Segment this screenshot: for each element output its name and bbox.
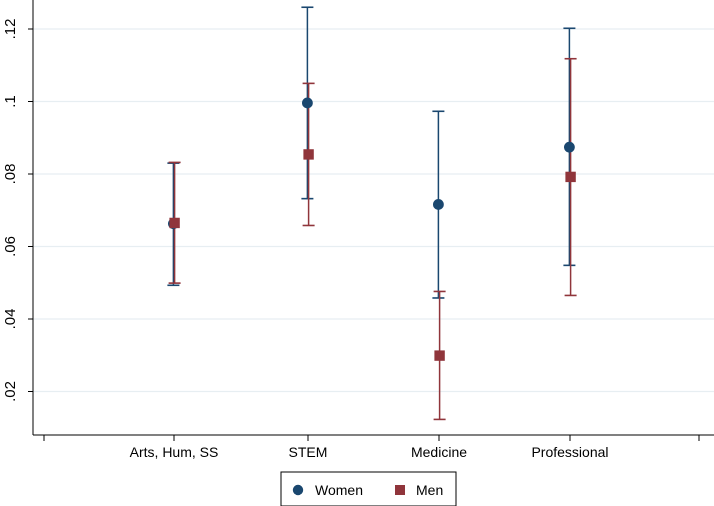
x-tick-label: Arts, Hum, SS xyxy=(130,444,219,460)
y-tick-label: .02 xyxy=(2,381,19,402)
point-men xyxy=(303,149,314,160)
y-axis: .02 .04 .06 .08 .1 .12 xyxy=(2,19,33,402)
legend-marker-men xyxy=(395,485,405,495)
legend-box xyxy=(280,471,457,506)
legend-marker-women xyxy=(292,484,304,496)
point-women xyxy=(302,97,313,109)
legend-label-women: Women xyxy=(315,482,363,498)
y-tick-label: .1 xyxy=(2,95,19,108)
y-tick-label: .08 xyxy=(2,164,19,185)
y-tick-label: .06 xyxy=(2,236,19,257)
x-tick-label: Medicine xyxy=(411,444,467,460)
point-men xyxy=(434,350,445,361)
point-women xyxy=(564,141,575,153)
x-tick-label: Professional xyxy=(531,444,608,460)
x-axis: Arts, Hum, SS STEM Medicine Professional xyxy=(43,435,700,460)
legend-label-men: Men xyxy=(416,482,443,498)
x-tick-label: STEM xyxy=(289,444,328,460)
grid-lines xyxy=(33,28,714,393)
y-tick-label: .04 xyxy=(2,309,19,330)
legend: Women Men xyxy=(280,471,457,506)
point-men xyxy=(169,217,180,229)
point-men xyxy=(565,171,576,183)
data-points xyxy=(168,97,576,361)
point-women xyxy=(433,199,444,210)
y-tick-label: .12 xyxy=(2,19,19,40)
